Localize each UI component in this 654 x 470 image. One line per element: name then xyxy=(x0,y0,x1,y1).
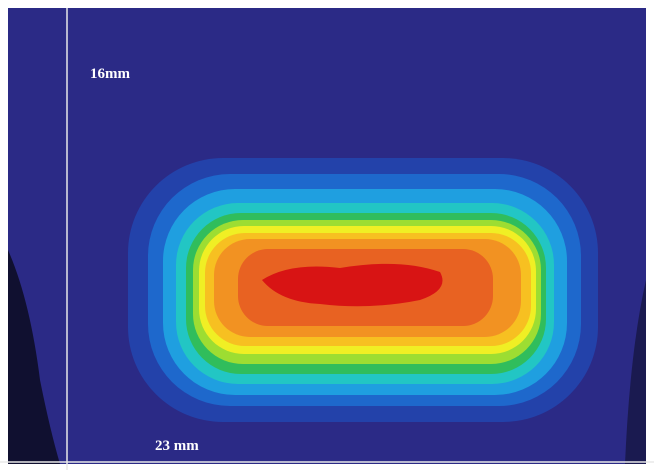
width-label: 23 mm xyxy=(155,438,199,454)
beam-profile: 16mm 23 mm xyxy=(0,0,654,470)
page: {"labels": {"height": "16mm", "width": "… xyxy=(0,0,654,470)
height-label: 16mm xyxy=(90,66,130,82)
